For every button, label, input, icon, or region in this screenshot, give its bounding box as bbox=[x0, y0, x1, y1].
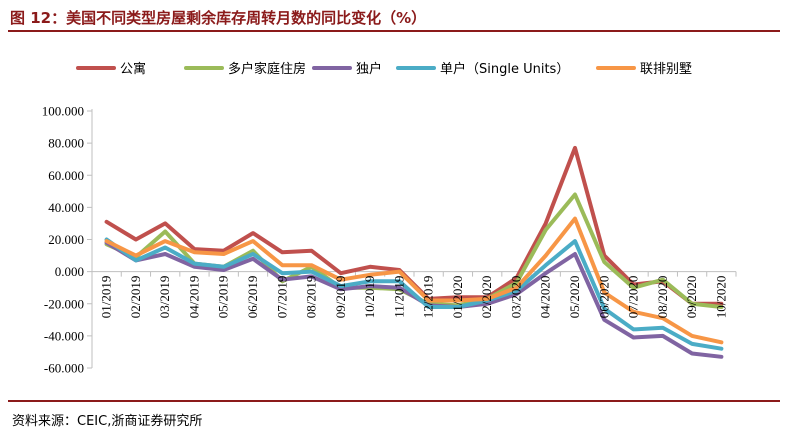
y-tick-label: -60.000 bbox=[44, 361, 84, 376]
x-tick-label: 02/2019 bbox=[128, 276, 143, 319]
legend-item: 单户（Single Units） bbox=[396, 61, 569, 77]
figure-footer: 资料来源：CEIC,浙商证券研究所 bbox=[8, 400, 780, 436]
x-tick-label: 06/2019 bbox=[245, 276, 260, 319]
figure-title: 图 12：美国不同类型房屋剩余库存周转月数的同比变化（%） bbox=[10, 9, 427, 27]
y-tick-label: 0.000 bbox=[55, 264, 84, 279]
chart-container: 公寓 多户家庭住房 独户 单户（Single Units） 联排别墅 -60.000 -40… bbox=[0, 40, 788, 400]
y-tick-label: 80.000 bbox=[48, 136, 84, 151]
x-tick-label: 09/2019 bbox=[333, 276, 348, 319]
x-tick-label: 10/2020 bbox=[713, 276, 728, 319]
x-tick-label: 04/2019 bbox=[186, 276, 201, 319]
x-tick-label: 07/2019 bbox=[274, 276, 289, 319]
y-tick-label: 40.000 bbox=[48, 200, 84, 215]
y-tick-label: 20.000 bbox=[48, 232, 84, 247]
legend-label: 单户（Single Units） bbox=[440, 61, 569, 77]
x-tick-label: 07/2020 bbox=[626, 276, 641, 319]
y-tick-label: 100.000 bbox=[42, 104, 84, 119]
legend-label: 独户 bbox=[356, 61, 382, 77]
x-tick-label: 04/2020 bbox=[538, 276, 553, 319]
y-tick-label: 60.000 bbox=[48, 168, 84, 183]
series-line bbox=[104, 237, 724, 351]
x-tick-label: 05/2020 bbox=[567, 276, 582, 319]
source-note: 资料来源：CEIC,浙商证券研究所 bbox=[12, 414, 203, 429]
legend-item: 多户家庭住房 bbox=[184, 61, 306, 77]
x-tick-label: 02/2020 bbox=[479, 276, 494, 319]
y-tick-label: -20.000 bbox=[44, 296, 84, 311]
chart-legend: 公寓 多户家庭住房 独户 单户（Single Units） 联排别墅 bbox=[76, 61, 692, 77]
x-tick-label: 01/2020 bbox=[450, 276, 465, 319]
x-tick-label: 06/2020 bbox=[596, 276, 611, 319]
x-tick-label: 01/2019 bbox=[99, 276, 114, 319]
series-line bbox=[104, 216, 724, 345]
legend-item: 公寓 bbox=[76, 61, 146, 77]
y-tick-label: -40.000 bbox=[44, 328, 84, 343]
x-tick-label: 08/2020 bbox=[655, 276, 670, 319]
x-tick-label: 03/2019 bbox=[157, 276, 172, 319]
legend-item: 联排别墅 bbox=[596, 62, 692, 77]
x-tick-label: 08/2019 bbox=[304, 276, 319, 319]
x-tick-label: 09/2020 bbox=[684, 276, 699, 319]
x-tick-label: 03/2020 bbox=[508, 276, 523, 319]
legend-label: 多户家庭住房 bbox=[228, 61, 306, 77]
x-tick-label: 11/2019 bbox=[391, 276, 406, 318]
x-tick-label: 05/2019 bbox=[216, 276, 231, 319]
legend-item: 独户 bbox=[312, 61, 382, 77]
line-chart: 公寓 多户家庭住房 独户 单户（Single Units） 联排别墅 -60.000 -40… bbox=[42, 61, 737, 376]
x-tick-label: 12/2019 bbox=[421, 276, 436, 319]
legend-label: 公寓 bbox=[120, 61, 146, 77]
x-tick-label: 10/2019 bbox=[362, 276, 377, 319]
figure-title-bar: 图 12：美国不同类型房屋剩余库存周转月数的同比变化（%） bbox=[8, 4, 780, 32]
legend-label: 联排别墅 bbox=[640, 62, 692, 77]
